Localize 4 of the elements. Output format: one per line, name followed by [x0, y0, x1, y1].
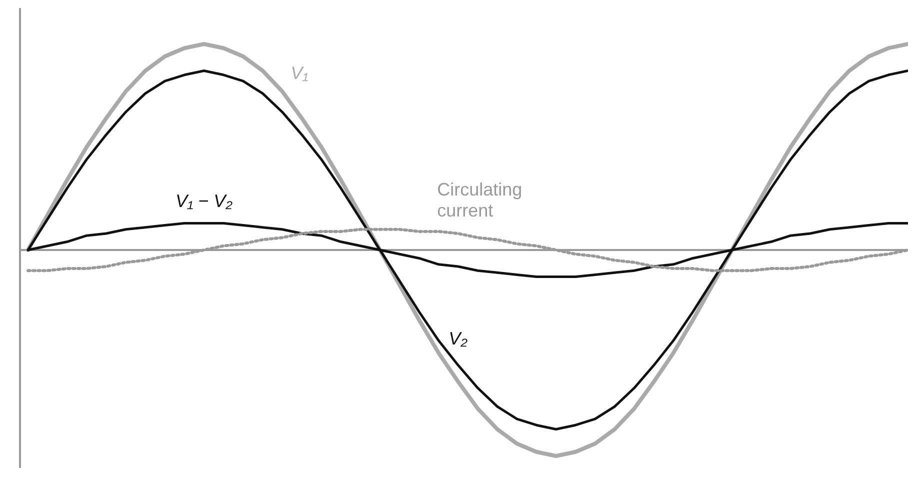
- series-label: V₁ − V₂: [175, 191, 233, 212]
- series-label: Circulating current: [437, 179, 522, 220]
- series-label: V₂: [448, 328, 468, 349]
- series-label: V₁: [290, 62, 309, 83]
